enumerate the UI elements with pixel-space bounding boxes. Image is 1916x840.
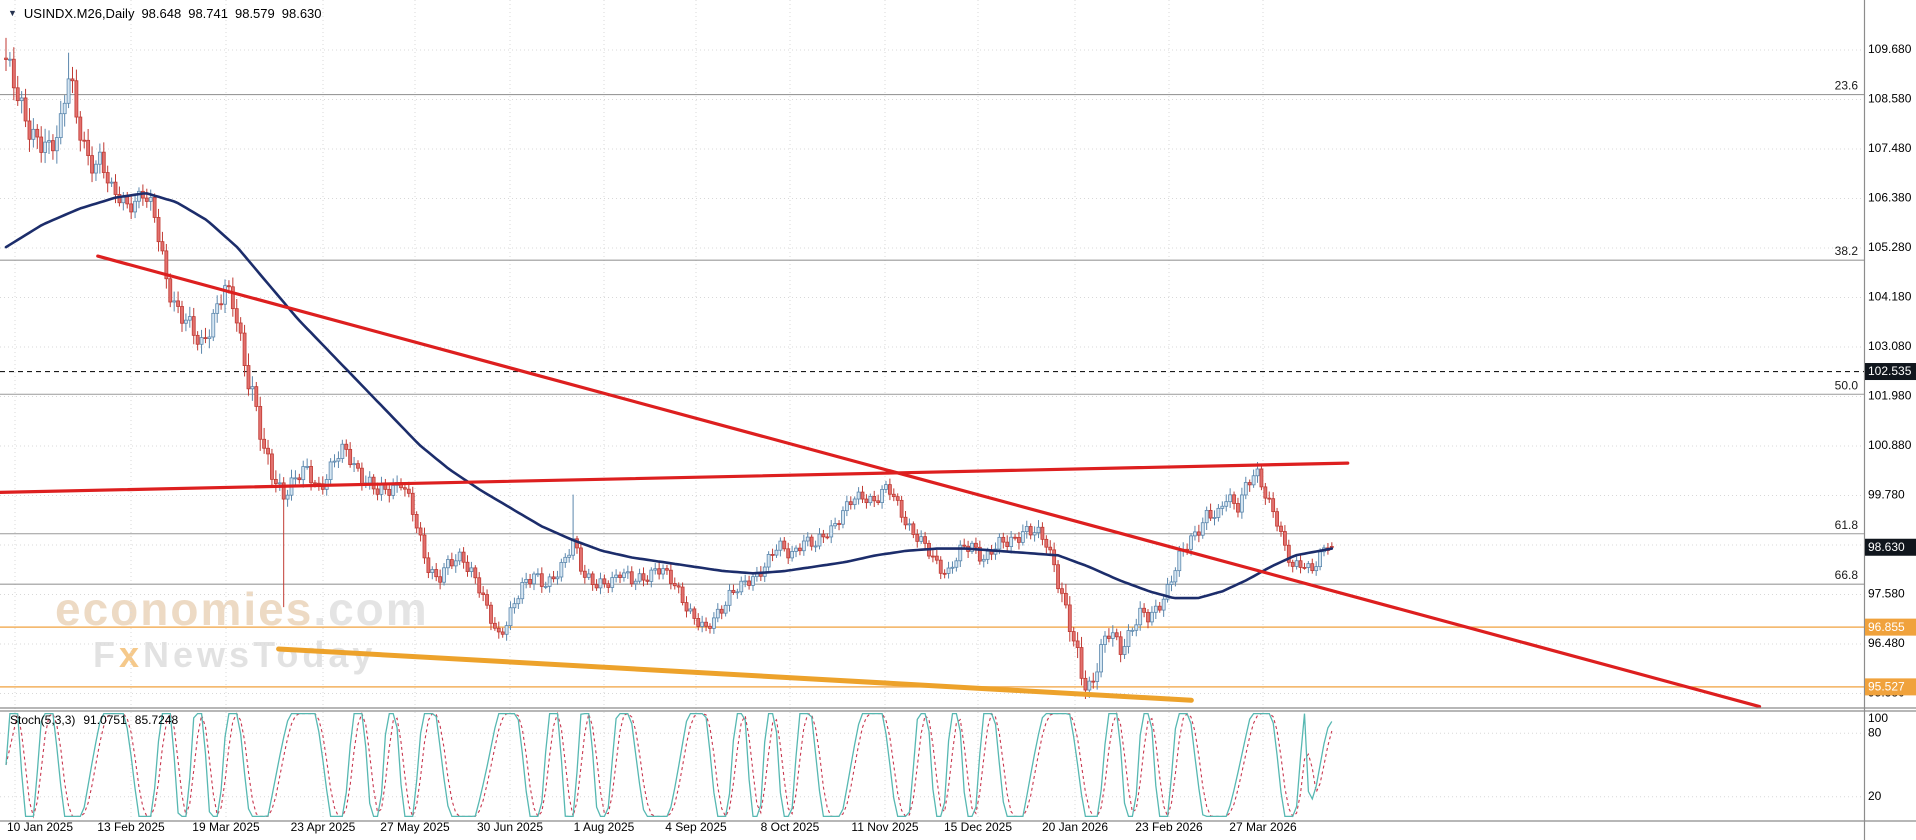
svg-text:104.180: 104.180: [1868, 290, 1912, 304]
svg-text:107.480: 107.480: [1868, 141, 1912, 155]
svg-text:100.880: 100.880: [1868, 438, 1912, 452]
svg-text:10 Jan 2025: 10 Jan 2025: [7, 820, 73, 834]
watermark-newstoday: NewsToday: [143, 634, 377, 676]
orange-support-line[interactable]: [276, 646, 1194, 703]
svg-text:95.527: 95.527: [1868, 680, 1905, 694]
watermark: economies.com FxNewsToday: [55, 585, 429, 674]
stoch-name: Stoch(5,3,3): [10, 713, 76, 727]
moving-average-line: [4, 192, 1334, 600]
quote-high: 98.741: [188, 6, 228, 21]
svg-text:20 Jan 2026: 20 Jan 2026: [1042, 820, 1108, 834]
svg-text:15 Dec 2025: 15 Dec 2025: [944, 820, 1012, 834]
stoch-indicator-label: Stoch(5,3,3) 91.0751 85.7248: [10, 713, 178, 727]
fibonacci-layer: [0, 94, 1864, 585]
symbol-timeframe-label: USINDX.M26,Daily: [23, 6, 135, 21]
svg-text:1 Aug 2025: 1 Aug 2025: [574, 820, 635, 834]
svg-text:98.630: 98.630: [1868, 540, 1905, 554]
svg-text:96.480: 96.480: [1868, 636, 1905, 650]
level-lines-layer: [0, 370, 1864, 688]
watermark-dotcom: .com: [313, 583, 429, 635]
svg-text:100: 100: [1868, 711, 1888, 725]
svg-text:23.6: 23.6: [1835, 79, 1859, 93]
svg-text:61.8: 61.8: [1835, 518, 1859, 532]
svg-text:106.380: 106.380: [1868, 191, 1912, 205]
descending-resistance-line[interactable]: [96, 254, 1762, 709]
svg-text:11 Nov 2025: 11 Nov 2025: [851, 820, 918, 834]
svg-text:27 Mar 2026: 27 Mar 2026: [1229, 820, 1297, 834]
svg-text:105.280: 105.280: [1868, 240, 1912, 254]
svg-text:103.080: 103.080: [1868, 339, 1912, 353]
svg-text:4 Sep 2025: 4 Sep 2025: [665, 820, 727, 834]
svg-text:23 Feb 2026: 23 Feb 2026: [1135, 820, 1203, 834]
svg-text:38.2: 38.2: [1835, 244, 1859, 258]
svg-text:96.855: 96.855: [1868, 620, 1905, 634]
svg-text:13 Feb 2025: 13 Feb 2025: [97, 820, 165, 834]
stoch-signal-value: 85.7248: [134, 713, 179, 727]
collapse-triangle-icon[interactable]: ▼: [8, 8, 17, 18]
svg-text:102.535: 102.535: [1868, 364, 1912, 378]
quote-close: 98.630: [281, 6, 322, 21]
svg-text:109.680: 109.680: [1868, 42, 1912, 56]
svg-text:80: 80: [1868, 725, 1882, 739]
svg-text:99.780: 99.780: [1868, 488, 1905, 502]
watermark-f: F: [93, 634, 119, 676]
svg-text:108.580: 108.580: [1868, 92, 1912, 106]
watermark-x: x: [119, 634, 144, 676]
svg-text:23 Apr 2025: 23 Apr 2025: [291, 820, 356, 834]
symbol-quote-header: ▼ USINDX.M26,Daily 98.648 98.741 98.579 …: [8, 6, 322, 21]
watermark-fxnewstoday-line: FxNewsToday: [93, 636, 429, 674]
svg-text:101.980: 101.980: [1868, 389, 1912, 403]
svg-text:8 Oct 2025: 8 Oct 2025: [761, 820, 820, 834]
date-axis-layer: 10 Jan 2025 13 Feb 2025 19 Mar 2025 23 Apr …: [7, 820, 1297, 834]
svg-text:27 May 2025: 27 May 2025: [380, 820, 450, 834]
svg-text:20: 20: [1868, 789, 1882, 803]
quote-open: 98.648: [141, 6, 182, 21]
candles-layer: [4, 37, 1334, 699]
grid-layer: [0, 0, 1864, 820]
svg-text:30 Jun 2025: 30 Jun 2025: [477, 820, 543, 834]
watermark-economies: economies: [55, 583, 314, 635]
svg-text:97.580: 97.580: [1868, 587, 1905, 601]
price-tags-layer: 102.535 98.630 96.855 95.527: [1865, 363, 1916, 696]
svg-text:50.0: 50.0: [1835, 378, 1859, 392]
rising-resistance-line[interactable]: [0, 461, 1350, 494]
svg-text:66.8: 66.8: [1835, 568, 1859, 582]
stoch-main-line: [5, 712, 1333, 818]
stoch-main-value: 91.0751: [83, 713, 127, 727]
stochastic-layer: [5, 711, 1333, 819]
stoch-signal-line: [5, 711, 1333, 819]
trendlines-layer: [0, 254, 1762, 709]
quote-low: 98.579: [234, 6, 275, 21]
svg-text:19 Mar 2025: 19 Mar 2025: [192, 820, 260, 834]
watermark-economies-line: economies.com: [55, 585, 429, 633]
